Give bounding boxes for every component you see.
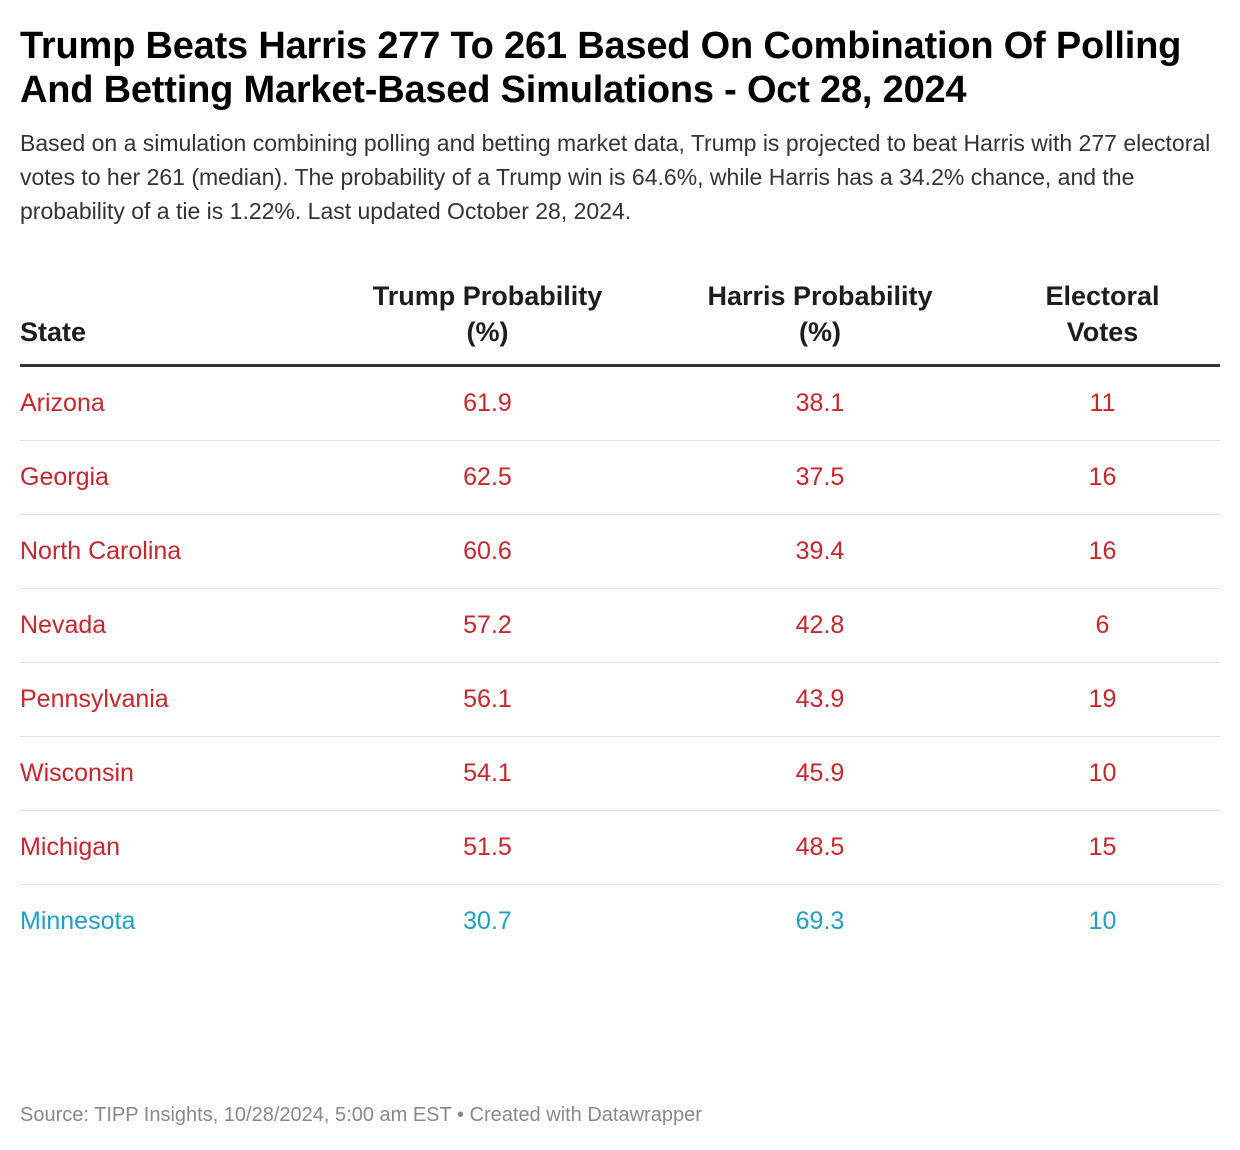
cell-electoral-votes: 19	[985, 662, 1220, 737]
cell-state: Georgia	[20, 440, 320, 515]
footer-separator: •	[456, 1104, 464, 1126]
source-note: Source: TIPP Insights, 10/28/2024, 5:00 …	[20, 1104, 452, 1126]
cell-electoral-votes: 15	[985, 810, 1220, 885]
cell-harris-probability: 38.1	[655, 365, 985, 441]
table-row: Nevada 57.2 42.8 6	[20, 588, 1220, 663]
cell-trump-probability: 57.2	[320, 588, 655, 663]
chart-title: Trump Beats Harris 277 To 261 Based On C…	[20, 25, 1182, 111]
chart-description: Based on a simulation combining polling …	[20, 130, 1211, 224]
data-table: State Trump Probability (%) Harris Proba…	[20, 278, 1220, 958]
cell-electoral-votes: 11	[985, 365, 1220, 441]
credit-note: Created with Datawrapper	[469, 1104, 702, 1126]
table-header: State Trump Probability (%) Harris Proba…	[20, 278, 1220, 367]
column-header-trump-probability[interactable]: Trump Probability (%)	[320, 278, 655, 367]
cell-trump-probability: 51.5	[320, 810, 655, 885]
cell-electoral-votes: 10	[985, 736, 1220, 811]
cell-trump-probability: 60.6	[320, 514, 655, 589]
chart-footer: Source: TIPP Insights, 10/28/2024, 5:00 …	[20, 1104, 702, 1127]
column-header-label: Trump Probability (%)	[372, 281, 603, 347]
cell-electoral-votes: 6	[985, 588, 1220, 663]
cell-electoral-votes: 16	[985, 514, 1220, 589]
cell-harris-probability: 42.8	[655, 588, 985, 663]
column-header-state[interactable]: State	[20, 278, 320, 367]
table-body: Arizona 61.9 38.1 11 Georgia 62.5 37.5 16 North …	[20, 365, 1220, 959]
cell-state: Arizona	[20, 365, 320, 441]
column-header-label: Harris Probability (%)	[707, 281, 933, 347]
table-row: Arizona 61.9 38.1 11	[20, 365, 1220, 441]
table-row: Georgia 62.5 37.5 16	[20, 440, 1220, 515]
table-row: North Carolina 60.6 39.4 16	[20, 514, 1220, 589]
cell-trump-probability: 61.9	[320, 365, 655, 441]
cell-electoral-votes: 16	[985, 440, 1220, 515]
table-row: Minnesota 30.7 69.3 10	[20, 885, 1220, 959]
cell-harris-probability: 69.3	[795, 907, 845, 935]
cell-trump-probability: 56.1	[320, 662, 655, 737]
table-row: Michigan 51.5 48.5 15	[20, 810, 1220, 885]
cell-harris-probability: 43.9	[655, 662, 985, 737]
cell-trump-probability: 30.7	[463, 907, 512, 935]
cell-state: Nevada	[20, 588, 320, 663]
table-row: Wisconsin 54.1 45.9 10	[20, 736, 1220, 811]
cell-trump-probability: 54.1	[320, 736, 655, 811]
cell-harris-probability: 39.4	[655, 514, 985, 589]
cell-harris-probability: 48.5	[655, 810, 985, 885]
cell-electoral-votes: 10	[1088, 907, 1117, 935]
cell-trump-probability: 62.5	[320, 440, 655, 515]
cell-state: Pennsylvania	[20, 662, 320, 737]
table-row: Pennsylvania 56.1 43.9 19	[20, 662, 1220, 737]
header-row: State Trump Probability (%) Harris Proba…	[20, 278, 1220, 367]
column-header-harris-probability[interactable]: Harris Probability (%)	[655, 278, 985, 367]
cell-state: Minnesota	[20, 907, 136, 935]
column-header-electoral-votes[interactable]: Electoral Votes	[985, 278, 1220, 367]
cell-state: Wisconsin	[20, 736, 320, 811]
chart-container: Trump Beats Harris 277 To 261 Based On C…	[20, 0, 1220, 958]
column-header-label: Electoral Votes	[1045, 281, 1160, 347]
cell-harris-probability: 45.9	[655, 736, 985, 811]
cell-state: North Carolina	[20, 514, 320, 589]
cell-state: Michigan	[20, 810, 320, 885]
cell-harris-probability: 37.5	[655, 440, 985, 515]
